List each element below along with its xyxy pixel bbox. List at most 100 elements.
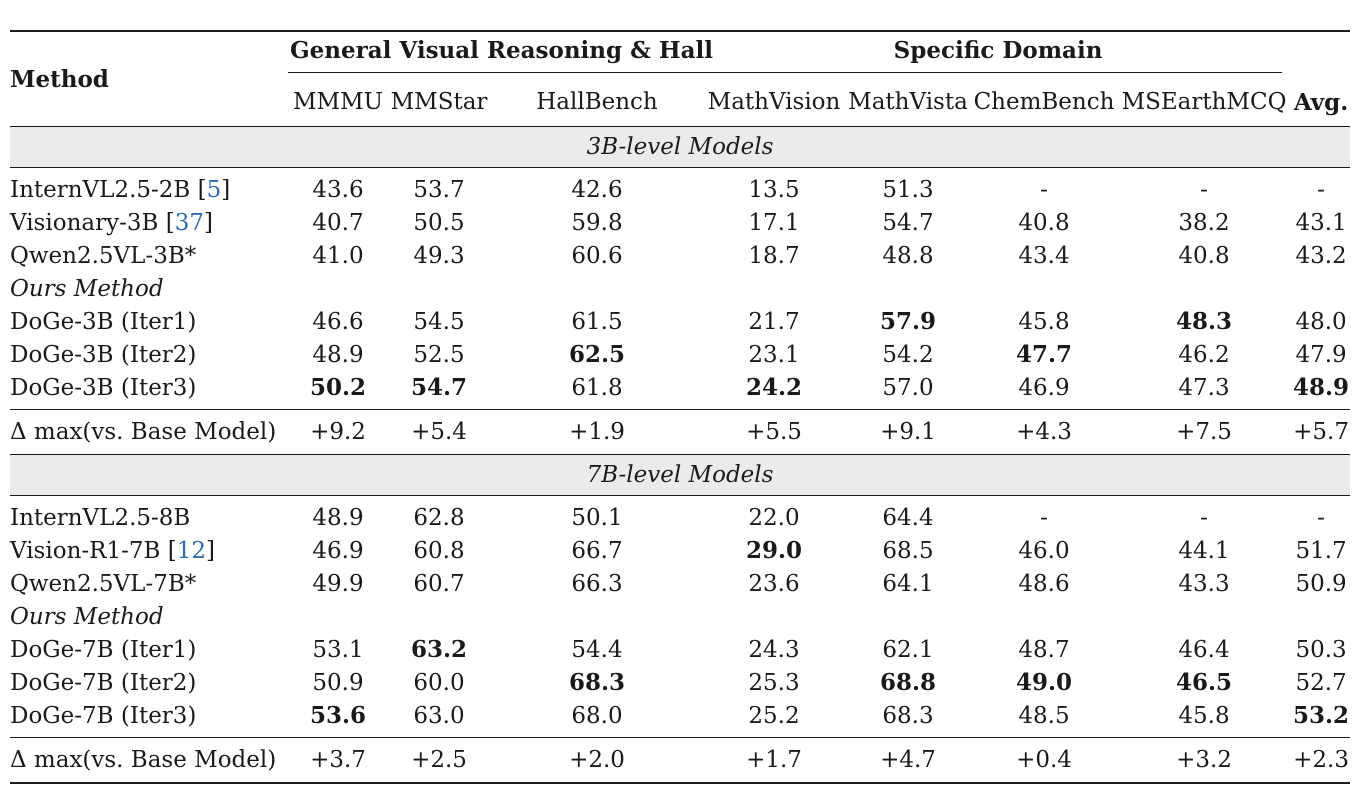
score-cell: - xyxy=(1040,504,1048,531)
score-cell: 42.6 xyxy=(571,176,623,203)
score-cell: 48.9 xyxy=(1293,374,1350,401)
score-cell: 51.7 xyxy=(1295,537,1347,564)
ours-method-label-row: Ours Method xyxy=(10,600,1350,633)
col-header-mathvision: MathVision xyxy=(707,89,841,115)
method-name: Qwen2.5VL-7B* xyxy=(10,570,197,597)
score-cell: 63.2 xyxy=(410,636,468,663)
score-cell: 46.6 xyxy=(312,308,364,335)
col-header-chembench: ChemBench xyxy=(973,89,1115,115)
score-cell: 38.2 xyxy=(1178,209,1230,236)
score-cell: - xyxy=(1200,176,1208,203)
section-header-row: 3B-level Models xyxy=(10,126,1351,168)
score-cell: 46.2 xyxy=(1178,341,1230,368)
score-cell: 13.5 xyxy=(748,176,800,203)
table-row: Visionary-3B [37] 40.7 50.5 59.8 17.1 54.7 40.… xyxy=(10,206,1350,239)
col-header-msearthmcq: MSEarthMCQ xyxy=(1121,89,1287,115)
group-general-header: General Visual Reasoning & Hall xyxy=(288,31,715,78)
score-cell: 60.6 xyxy=(571,242,623,269)
citation-link[interactable]: 12 xyxy=(176,537,206,564)
table-row: InternVL2.5-2B [5] 43.6 53.7 42.6 13.5 51.3 - -… xyxy=(10,173,1350,206)
method-header: Method xyxy=(10,65,109,93)
score-cell: 43.6 xyxy=(312,176,364,203)
score-cell: 50.3 xyxy=(1295,636,1347,663)
score-cell: 48.6 xyxy=(1018,570,1070,597)
method-name: Vision-R1-7B [12] xyxy=(10,537,215,564)
table-row: DoGe-3B (Iter2) 48.9 52.5 62.5 23.1 54.2 47.7 4… xyxy=(10,338,1350,371)
delta-cell: +0.4 xyxy=(1016,747,1072,773)
col-header-avg: Avg. xyxy=(1293,88,1349,116)
score-cell: 46.4 xyxy=(1178,636,1230,663)
delta-label: Δ max(vs. Base Model) xyxy=(10,419,277,445)
score-cell: 22.0 xyxy=(748,504,800,531)
header-row-columns: MMMU MMStar HallBench MathVision MathVis… xyxy=(10,78,1350,127)
score-cell: 46.9 xyxy=(1018,374,1070,401)
group-specific-header: Specific Domain xyxy=(704,31,1292,78)
score-cell: 46.0 xyxy=(1018,537,1070,564)
score-cell: 50.1 xyxy=(571,504,623,531)
table-row: DoGe-3B (Iter1) 46.6 54.5 61.5 21.7 57.9 45.8 4… xyxy=(10,305,1350,338)
score-cell: 53.2 xyxy=(1293,702,1350,729)
table-row: DoGe-7B (Iter3) 53.6 63.0 68.0 25.2 68.3 48.5 4… xyxy=(10,699,1350,732)
delta-cell: +5.4 xyxy=(411,419,467,445)
delta-cell: +2.3 xyxy=(1293,747,1349,773)
score-cell: 64.4 xyxy=(882,504,934,531)
delta-cell: +9.2 xyxy=(310,419,366,445)
delta-cell: +5.7 xyxy=(1293,419,1349,445)
score-cell: 23.1 xyxy=(748,341,800,368)
score-cell: 43.1 xyxy=(1295,209,1347,236)
score-cell: 49.3 xyxy=(413,242,465,269)
score-cell: 62.8 xyxy=(413,504,465,531)
col-header-hallbench: HallBench xyxy=(536,89,658,115)
citation-link[interactable]: 37 xyxy=(174,209,204,236)
score-cell: 53.6 xyxy=(309,702,367,729)
score-cell: 46.9 xyxy=(312,537,364,564)
method-name: DoGe-7B (Iter2) xyxy=(10,669,197,696)
delta-cell: +3.7 xyxy=(310,747,366,773)
score-cell: 43.2 xyxy=(1295,242,1347,269)
col-header-mmstar: MMStar xyxy=(390,89,488,115)
method-name: DoGe-3B (Iter2) xyxy=(10,341,197,368)
score-cell: 68.5 xyxy=(882,537,934,564)
score-cell: 48.3 xyxy=(1176,308,1233,335)
score-cell: 23.6 xyxy=(748,570,800,597)
score-cell: 50.9 xyxy=(1295,570,1347,597)
method-name: DoGe-3B (Iter1) xyxy=(10,308,197,335)
score-cell: 25.2 xyxy=(748,702,800,729)
score-cell: 62.1 xyxy=(882,636,934,663)
method-name: DoGe-7B (Iter1) xyxy=(10,636,197,663)
score-cell: 29.0 xyxy=(745,537,803,564)
score-cell: 50.2 xyxy=(309,374,367,401)
citation-link[interactable]: 5 xyxy=(206,176,222,203)
score-cell: 57.0 xyxy=(882,374,934,401)
score-cell: 68.0 xyxy=(571,702,623,729)
header-row-groups: Method General Visual Reasoning & Hall S… xyxy=(10,31,1351,93)
score-cell: 24.2 xyxy=(745,374,803,401)
score-cell: 60.0 xyxy=(413,669,465,696)
score-cell: 60.7 xyxy=(413,570,465,597)
score-cell: 48.0 xyxy=(1295,308,1347,335)
delta-cell: +2.0 xyxy=(569,747,625,773)
score-cell: 41.0 xyxy=(312,242,364,269)
score-cell: 50.9 xyxy=(312,669,364,696)
delta-row: Δ max(vs. Base Model) +9.2 +5.4 +1.9 +5.5 +9.… xyxy=(10,409,1351,455)
score-cell: 43.4 xyxy=(1018,242,1070,269)
method-name: Visionary-3B [37] xyxy=(10,209,213,236)
score-cell: 52.7 xyxy=(1295,669,1347,696)
score-cell: 64.1 xyxy=(882,570,934,597)
score-cell: 44.1 xyxy=(1178,537,1230,564)
score-cell: 21.7 xyxy=(748,308,800,335)
score-cell: 47.9 xyxy=(1295,341,1347,368)
score-cell: 40.7 xyxy=(312,209,364,236)
score-cell: 54.4 xyxy=(571,636,623,663)
score-cell: 59.8 xyxy=(571,209,623,236)
delta-cell: +9.1 xyxy=(880,419,936,445)
score-cell: 18.7 xyxy=(748,242,800,269)
score-cell: 40.8 xyxy=(1178,242,1230,269)
score-cell: 61.8 xyxy=(571,374,623,401)
method-name: InternVL2.5-8B xyxy=(10,504,191,531)
score-cell: 47.3 xyxy=(1178,374,1230,401)
results-table: Method General Visual Reasoning & Hall S… xyxy=(10,30,1351,784)
score-cell: 47.7 xyxy=(1015,341,1073,368)
score-cell: 63.0 xyxy=(413,702,465,729)
score-cell: 49.0 xyxy=(1015,669,1073,696)
